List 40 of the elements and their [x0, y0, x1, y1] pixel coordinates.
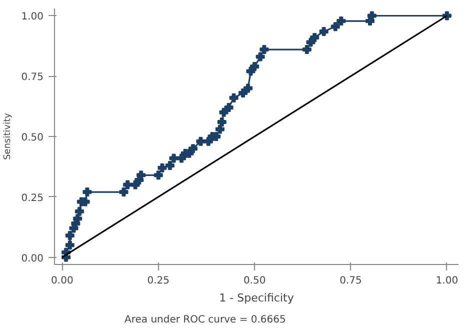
y-tick-label: 0.50 [21, 132, 44, 144]
point [302, 45, 312, 54]
point [250, 62, 260, 71]
point [256, 52, 265, 62]
point [82, 188, 92, 197]
point [244, 84, 253, 93]
text: Area under ROC curve = 0.6665 [124, 314, 286, 326]
point [215, 124, 224, 134]
point [260, 45, 269, 54]
point [310, 32, 320, 42]
y-tick-label: 1.00 [21, 12, 44, 23]
x-tick-label: 0.50 [243, 276, 266, 286]
point [123, 180, 132, 190]
point [165, 160, 174, 170]
point [188, 144, 198, 154]
x-tick-label: 1.00 [436, 276, 458, 286]
point [169, 154, 178, 163]
y-tick-label: 0.00 [21, 253, 44, 264]
y-tick-label: 0.75 [21, 72, 44, 84]
point [330, 22, 340, 32]
point [75, 206, 84, 216]
y-axis-title: Sensitivity [3, 112, 14, 160]
point [319, 26, 328, 36]
point [65, 231, 74, 240]
point [238, 88, 248, 98]
point [65, 240, 74, 250]
x-axis-title: 1 - Specificity [219, 292, 294, 304]
point [154, 170, 163, 180]
point [217, 118, 226, 127]
x-tick-label: 0.75 [340, 276, 362, 286]
point [196, 136, 206, 146]
point [224, 103, 234, 112]
point [229, 93, 238, 102]
point [158, 163, 167, 172]
point [119, 188, 128, 197]
y-tick-label: 0.25 [21, 192, 44, 204]
point [219, 108, 228, 117]
point [336, 16, 346, 26]
x-tick-label: 0.25 [147, 276, 170, 286]
x-tick-label: 0.00 [51, 276, 74, 286]
